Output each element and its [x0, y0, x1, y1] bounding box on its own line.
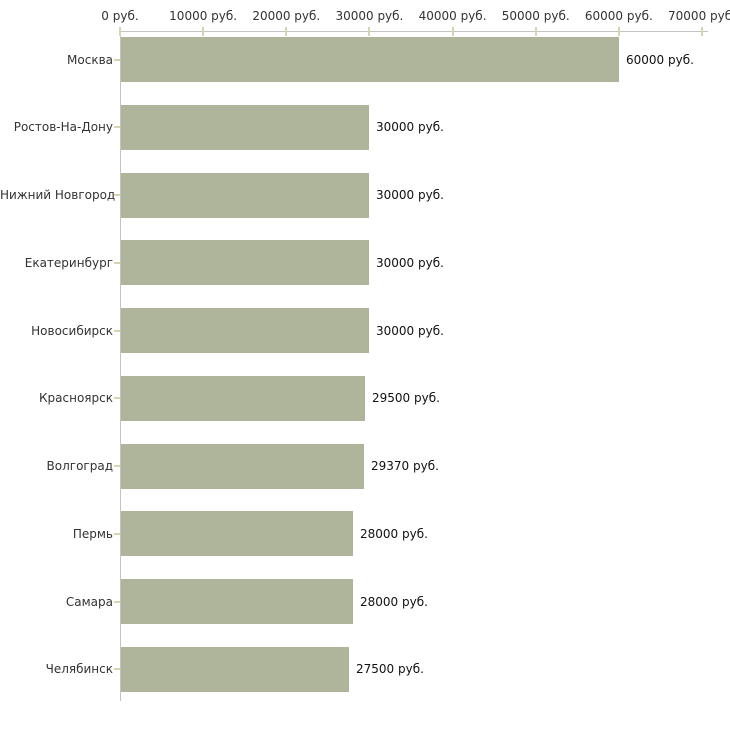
- bar: [121, 308, 369, 353]
- y-tick-mark: [114, 194, 120, 196]
- x-tick-mark: [617, 27, 620, 36]
- bar: [121, 104, 369, 150]
- x-tick-label: 40000 руб.: [418, 9, 487, 23]
- bar: [121, 646, 349, 692]
- x-tick-mark: [119, 27, 121, 36]
- value-label: 27500 руб.: [356, 662, 424, 677]
- category-label: Новосибирск: [31, 323, 113, 338]
- x-tick-label: 60000 руб.: [584, 9, 653, 23]
- bar: [121, 579, 353, 624]
- y-tick-mark: [114, 261, 120, 264]
- x-tick-label: 10000 руб.: [169, 9, 238, 23]
- x-tick-mark: [534, 27, 537, 36]
- x-tick-label: 0 руб.: [101, 9, 139, 23]
- category-label: Екатеринбург: [24, 255, 113, 270]
- value-label: 28000 руб.: [360, 526, 428, 541]
- category-label: Самара: [65, 594, 113, 609]
- y-tick-mark: [114, 465, 120, 467]
- bar: [121, 443, 364, 489]
- y-tick-mark: [114, 58, 120, 61]
- category-label: Москва: [67, 52, 113, 67]
- y-tick-mark: [114, 532, 120, 535]
- value-label: 30000 руб.: [376, 120, 444, 135]
- category-label: Челябинск: [45, 662, 113, 677]
- x-tick-label: 30000 руб.: [335, 9, 404, 23]
- y-tick-mark: [114, 329, 120, 332]
- value-label: 30000 руб.: [376, 188, 444, 202]
- x-axis-line: [120, 31, 708, 32]
- bar: [121, 172, 369, 218]
- x-tick-label: 20000 руб.: [252, 9, 321, 23]
- category-label: Волгоград: [46, 459, 113, 473]
- category-label: Нижний Новгород: [0, 188, 116, 202]
- value-label: 30000 руб.: [376, 255, 444, 270]
- x-tick-mark: [202, 27, 205, 36]
- y-tick-mark: [114, 397, 120, 400]
- y-tick-mark: [114, 668, 120, 671]
- value-label: 28000 руб.: [360, 594, 428, 609]
- x-tick-mark: [368, 27, 371, 36]
- value-label: 60000 руб.: [626, 52, 694, 67]
- bar: [121, 240, 369, 286]
- category-label: Красноярск: [39, 391, 113, 406]
- value-label: 29500 руб.: [372, 391, 440, 406]
- category-label: Ростов-На-Дону: [13, 120, 113, 135]
- bar: [121, 511, 353, 557]
- x-tick-mark: [451, 27, 454, 36]
- value-label: 30000 руб.: [376, 323, 444, 338]
- y-tick-mark: [114, 600, 120, 603]
- bar: [121, 37, 619, 82]
- value-label: 29370 руб.: [371, 459, 439, 473]
- category-label: Пермь: [72, 526, 113, 541]
- x-tick-mark: [285, 27, 288, 36]
- bar: [121, 375, 365, 421]
- y-axis-line: [120, 31, 121, 701]
- x-tick-label: 50000 руб.: [501, 9, 570, 23]
- x-tick-mark: [701, 27, 703, 36]
- y-tick-mark: [114, 126, 120, 129]
- x-tick-label: 70000 руб.: [668, 9, 730, 23]
